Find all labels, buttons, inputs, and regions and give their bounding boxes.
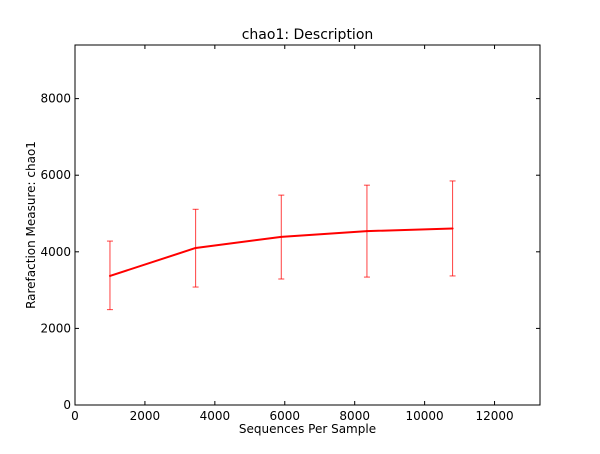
data-point [108,274,111,277]
x-tick-label: 0 [71,409,79,423]
data-point [194,246,197,249]
data-point [280,235,283,238]
y-tick-label: 4000 [40,245,71,259]
y-tick-label: 0 [63,398,71,412]
x-tick-label: 4000 [200,409,231,423]
y-tick-label: 6000 [40,168,71,182]
data-point [451,227,454,230]
y-tick-label: 2000 [40,321,71,335]
x-axis-label: Sequences Per Sample [239,422,376,436]
x-tick-label: 2000 [130,409,161,423]
plot-frame [74,44,541,406]
x-tick-label: 10000 [406,409,444,423]
chart-title: chao1: Description [242,27,374,43]
data-point [365,230,368,233]
plot-area [106,180,456,311]
axis-ticks: 0 2000 4000 6000 8000 10000 12000 0 2000 4000 6000… [40,45,540,423]
x-tick-label: 6000 [270,409,301,423]
y-axis-label: Rarefaction Measure: chao1 [24,141,38,309]
x-tick-label: 8000 [339,409,370,423]
x-tick-label: 12000 [475,409,513,423]
y-tick-label: 8000 [40,92,71,106]
